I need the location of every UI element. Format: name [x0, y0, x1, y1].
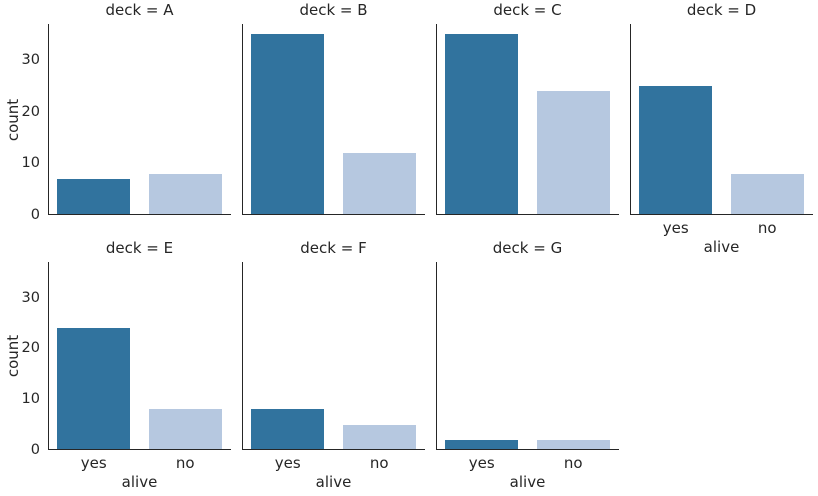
- facet-E-title: deck = E: [105, 239, 174, 257]
- facet-B-bar-yes: [251, 34, 325, 215]
- x-tick-label-yes: yes: [80, 454, 107, 472]
- x-tick-label-no: no: [369, 454, 389, 472]
- x-tick-label-no: no: [563, 454, 583, 472]
- facet-G-bar-no: [536, 439, 610, 450]
- facet-C-bar-yes: [445, 34, 519, 215]
- y-tick-label-20: 20: [21, 103, 40, 120]
- facet-C-bar-no: [536, 91, 610, 215]
- facet-G-axes: [436, 262, 619, 450]
- y-tick-label-30: 30: [21, 289, 40, 306]
- x-axis-label: alive: [121, 473, 158, 491]
- facet-A-axes: [48, 24, 231, 215]
- facet-E-axes: [48, 262, 231, 450]
- facet-G-bar-yes: [445, 439, 519, 450]
- y-tick-label-20: 20: [21, 340, 40, 357]
- y-tick-label-10: 10: [21, 391, 40, 408]
- y-tick-label-0: 0: [30, 207, 40, 223]
- facet-F-axes: [242, 262, 425, 450]
- y-tick-label-0: 0: [30, 442, 40, 458]
- facet-C-title: deck = C: [493, 1, 562, 19]
- facet-B-axes: [242, 24, 425, 215]
- facet-G-title: deck = G: [492, 239, 563, 257]
- facet-A-bar-no: [148, 173, 222, 215]
- facet-B-bar-no: [342, 153, 416, 215]
- facet-A-title: deck = A: [105, 1, 174, 19]
- facet-F-title: deck = F: [300, 239, 367, 257]
- facet-E-bar-yes: [57, 328, 131, 450]
- facet-A-bar-yes: [57, 178, 131, 215]
- facet-D-axes: [630, 24, 813, 215]
- x-axis-label: alive: [315, 473, 352, 491]
- facet-C-axes: [436, 24, 619, 215]
- facet-F-bar-yes: [251, 409, 325, 450]
- facet-D-bar-yes: [639, 85, 713, 215]
- facet-E-bar-no: [148, 409, 222, 450]
- x-tick-label-yes: yes: [468, 454, 495, 472]
- x-axis-label: alive: [703, 238, 740, 256]
- x-tick-label-yes: yes: [274, 454, 301, 472]
- y-axis-label: count: [4, 98, 22, 141]
- x-axis-label: alive: [509, 473, 546, 491]
- x-tick-label-yes: yes: [662, 219, 689, 237]
- facet-D-title: deck = D: [686, 1, 757, 19]
- y-tick-label-10: 10: [21, 155, 40, 172]
- facet-B-title: deck = B: [299, 1, 368, 19]
- facet-F-bar-no: [342, 424, 416, 450]
- facet-D-bar-no: [730, 173, 804, 215]
- x-tick-label-no: no: [175, 454, 195, 472]
- y-axis-label: count: [4, 334, 22, 378]
- x-tick-label-no: no: [757, 219, 777, 237]
- y-tick-label-30: 30: [21, 52, 40, 69]
